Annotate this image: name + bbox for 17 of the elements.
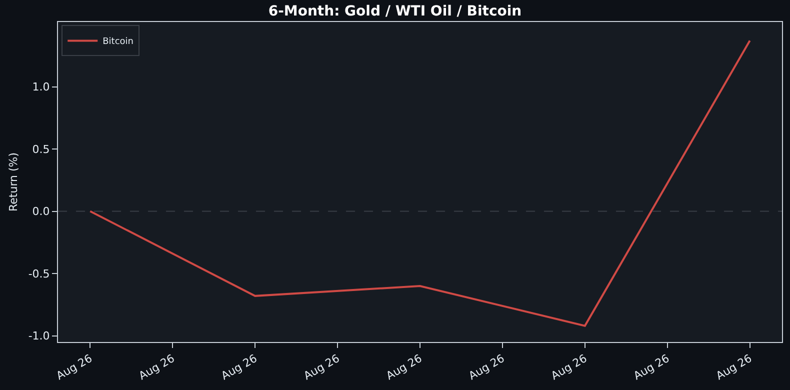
x-tick-label: Aug 26 [466,352,507,383]
chart-title: 6-Month: Gold / WTI Oil / Bitcoin [268,4,522,20]
y-tick-label: 0.0 [32,205,50,218]
x-tick-label: Aug 26 [136,352,177,383]
x-tick-label: Aug 26 [714,352,754,383]
x-tick-label: Aug 26 [631,352,672,383]
x-tick-label: Aug 26 [54,352,94,383]
y-axis-title: Return (%) [6,152,20,212]
y-tick-label: -0.5 [28,267,50,280]
y-tick-label: 1.0 [32,80,50,94]
x-tick-label: Aug 26 [219,352,260,383]
y-tick-label: -1.0 [28,330,50,343]
y-tick-label: 0.5 [32,142,50,156]
x-tick-label: Aug 26 [548,352,590,383]
legend-label: Bitcoin [102,37,134,48]
x-tick-label: Aug 26 [384,352,424,383]
x-tick-label: Aug 26 [302,352,342,383]
